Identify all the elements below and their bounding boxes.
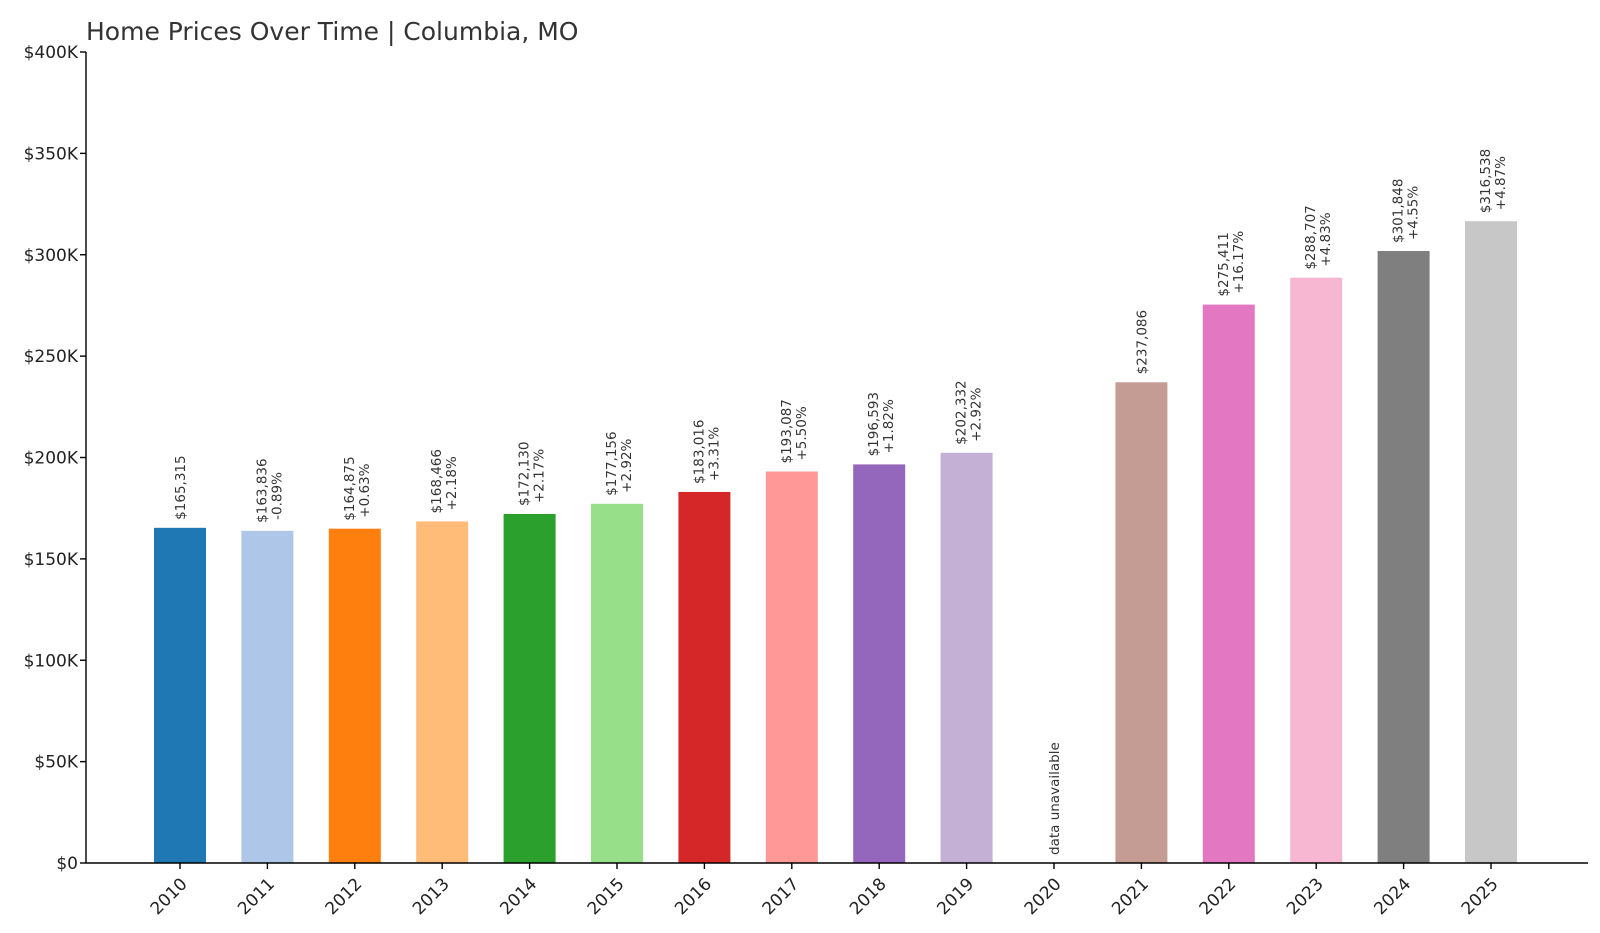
x-tick-label: 2024 (1370, 874, 1415, 919)
x-tick-label: 2015 (584, 874, 629, 919)
bar-2016 (678, 491, 731, 863)
price-label: $193,087 (779, 399, 795, 463)
y-tick-label: $50K (34, 753, 78, 773)
y-tick-label: $100K (24, 651, 79, 671)
bar-2019 (940, 452, 993, 863)
y-tick-label: $250K (24, 347, 79, 367)
price-label: $177,156 (604, 431, 620, 495)
x-tick-label: 2023 (1283, 874, 1328, 919)
bars-layer (154, 221, 1517, 863)
change-label: +5.50% (794, 406, 810, 460)
change-label: +4.55% (1406, 186, 1422, 240)
change-label: +0.63% (357, 463, 373, 517)
missing-data-label: data unavailable (1047, 742, 1063, 855)
y-tick-label: $150K (24, 550, 79, 570)
y-axis: $0 $50K $100K $150K $200K $250K $300K $350K $400… (24, 43, 87, 874)
x-tick-label: 2018 (846, 874, 891, 919)
x-tick-label: 2014 (496, 874, 541, 919)
x-tick-label: 2019 (933, 874, 978, 919)
bar-2022 (1202, 304, 1255, 863)
x-axis: 2010 2011 2012 2013 2014 2015 2016 2017 2018 2019… (86, 862, 1588, 919)
x-tick-label: 2010 (147, 874, 192, 919)
change-label: +16.17% (1231, 231, 1247, 294)
bar-2015 (591, 503, 643, 863)
bar-2023 (1290, 277, 1343, 863)
price-label: $168,466 (429, 449, 445, 513)
x-tick-label: 2020 (1021, 874, 1066, 919)
change-label: +2.17% (532, 449, 548, 503)
bar-2013 (416, 521, 469, 863)
change-label: +2.18% (444, 456, 460, 510)
bar-2018 (853, 464, 906, 863)
price-label: $275,411 (1216, 232, 1232, 296)
x-tick-label: 2021 (1108, 874, 1153, 919)
change-label: -0.89% (269, 472, 285, 520)
price-label: $165,315 (173, 455, 189, 519)
change-label: +4.83% (1318, 212, 1334, 266)
price-label: $196,593 (866, 392, 882, 456)
x-tick-label: 2013 (409, 874, 454, 919)
price-label: $316,538 (1478, 149, 1494, 213)
bar-2024 (1377, 251, 1430, 863)
bar-2025 (1465, 221, 1517, 863)
x-tick-label: 2016 (671, 874, 716, 919)
x-tick-label: 2011 (234, 874, 279, 919)
chart-title: Home Prices Over Time | Columbia, MO (86, 17, 578, 46)
bar-2011 (241, 530, 294, 863)
change-label: +2.92% (969, 387, 985, 441)
data-labels-layer: $165,315 $163,836 -0.89% $164,875 +0.63% $168… (173, 149, 1509, 855)
bar-2012 (328, 528, 381, 863)
y-tick-label: $0 (56, 854, 78, 874)
x-tick-label: 2025 (1458, 874, 1503, 919)
x-tick-label: 2017 (759, 874, 804, 919)
price-label: $288,707 (1303, 205, 1319, 269)
x-tick-label: 2012 (322, 874, 367, 919)
y-tick-label: $400K (24, 43, 79, 63)
price-label: $163,836 (254, 458, 270, 522)
y-tick-label: $200K (24, 449, 79, 469)
price-label: $183,016 (691, 420, 707, 484)
y-tick-label: $350K (24, 144, 79, 164)
x-tick-label: 2022 (1196, 874, 1241, 919)
price-label: $172,130 (517, 442, 533, 506)
change-label: +4.87% (1493, 156, 1509, 210)
price-label: $164,875 (342, 456, 358, 520)
change-label: +1.82% (881, 399, 897, 453)
price-label: $301,848 (1391, 179, 1407, 243)
bar-2010 (154, 527, 206, 863)
bar-2017 (765, 471, 818, 863)
bar-2014 (503, 514, 556, 863)
bar-2021 (1115, 382, 1168, 863)
y-tick-label: $300K (24, 246, 79, 266)
price-label: $202,332 (954, 380, 970, 444)
price-label: $237,086 (1134, 310, 1150, 374)
change-label: +3.31% (706, 427, 722, 481)
change-label: +2.92% (619, 438, 635, 492)
